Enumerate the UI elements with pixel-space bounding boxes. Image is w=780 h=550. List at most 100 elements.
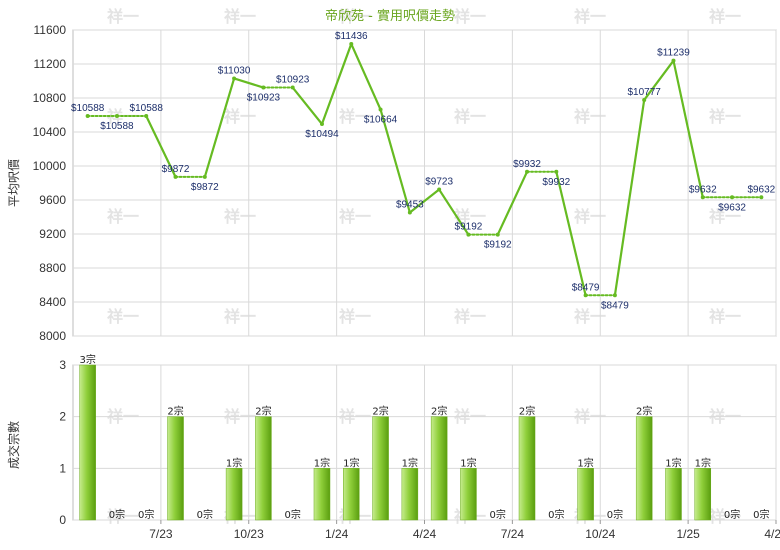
volume-bar [665, 468, 682, 521]
volume-data-label: 1宗 [226, 456, 242, 469]
volume-data-label: 0宗 [197, 508, 213, 521]
price-point [349, 41, 354, 46]
price-line-segment [408, 188, 441, 214]
price-point [173, 174, 178, 179]
volume-y-tick-label: 1 [59, 461, 66, 475]
watermark-text: 祥一 [574, 7, 606, 26]
volume-y-tick-label: 2 [59, 410, 66, 424]
price-point [466, 232, 471, 237]
volume-data-label: 1宗 [402, 456, 418, 469]
volume-bar [225, 468, 243, 521]
price-point [642, 97, 647, 102]
volume-bars [79, 364, 712, 521]
price-point [671, 58, 676, 63]
volume-bar [79, 364, 96, 521]
price-line-segment [496, 170, 529, 236]
price-series [86, 42, 763, 297]
volume-data-label: 0宗 [109, 508, 125, 521]
price-y-tick-label: 9600 [39, 193, 66, 207]
price-y-tick-label: 8000 [39, 329, 66, 343]
volume-data-label: 3宗 [79, 353, 95, 366]
volume-y-axis-label: 成交宗數 [6, 421, 21, 469]
price-y-tick-label: 8400 [39, 295, 66, 309]
volume-bar [430, 416, 448, 521]
volume-bar [518, 416, 536, 521]
price-point [114, 114, 119, 119]
volume-data-label: 0宗 [607, 508, 623, 521]
price-line-segment [555, 170, 587, 297]
watermark-text: 祥一 [454, 7, 486, 26]
volume-data-label: 1宗 [695, 456, 711, 469]
volume-data-label: 0宗 [138, 508, 154, 521]
volume-bar [694, 468, 712, 521]
price-point [554, 169, 559, 174]
watermark-text: 祥一 [709, 507, 741, 526]
watermark-text: 祥一 [339, 307, 371, 326]
volume-data-label: 2宗 [167, 405, 183, 418]
price-data-label: $11030 [218, 65, 251, 76]
volume-data-label: 1宗 [577, 456, 593, 469]
price-data-label: $10494 [305, 129, 339, 140]
volume-y-tick-label: 3 [59, 358, 66, 372]
x-axis-ticks: 7/23 10/23 1/24 4/24 7/24 10/24 1/25 4/25 [149, 520, 780, 541]
volume-data-label: 2宗 [372, 405, 388, 418]
price-y-tick-label: 8800 [39, 261, 66, 275]
volume-data-label: 1宗 [460, 456, 476, 469]
price-data-label: $9192 [484, 240, 512, 251]
price-point [290, 85, 295, 90]
price-data-label: $11436 [335, 31, 368, 42]
volume-y-tick-label: 0 [59, 513, 66, 527]
price-line-segment [350, 42, 382, 111]
volume-data-label: 1宗 [314, 456, 330, 469]
watermark-text: 祥一 [339, 107, 371, 126]
watermark-text: 祥一 [107, 307, 139, 326]
price-points [85, 41, 764, 298]
volume-y-ticks: 0 1 2 3 [59, 358, 66, 527]
price-data-label: $9723 [425, 177, 453, 188]
watermark-text: 祥一 [107, 507, 139, 526]
watermark-text: 祥一 [107, 7, 139, 26]
price-data-label: $10923 [247, 93, 281, 104]
price-data-label: $10923 [276, 75, 310, 86]
price-data-label: $8479 [601, 300, 629, 311]
price-line-segment [145, 114, 177, 178]
price-y-tick-label: 10800 [33, 91, 67, 105]
watermark-text: 祥一 [224, 107, 256, 126]
volume-data-label: 0宗 [753, 508, 769, 521]
volume-data-label: 1宗 [665, 456, 681, 469]
price-data-label: $10588 [130, 103, 164, 114]
price-point [232, 76, 237, 81]
volume-bar [167, 416, 184, 521]
price-point [730, 195, 735, 200]
price-data-labels: $10588 $10588 $10588 $9872$9872 $11030 $10923… [71, 31, 776, 311]
price-point [85, 114, 90, 119]
price-line-segment [203, 77, 236, 178]
x-tick-label: 7/24 [501, 527, 525, 541]
price-y-axis-label: 平均呎價 [7, 159, 21, 207]
volume-bar [313, 468, 331, 521]
price-data-label: $10588 [100, 121, 134, 132]
watermark-text: 祥一 [574, 307, 606, 326]
volume-data-label: 0宗 [490, 508, 506, 521]
price-line-segment [438, 188, 470, 236]
price-y-tick-label: 9200 [39, 227, 66, 241]
price-point [525, 169, 530, 174]
watermark-text: 祥一 [709, 307, 741, 326]
watermark-text: 祥一 [574, 107, 606, 126]
price-y-ticks: 8000 8400 8800 9200 9600 10000 10400 10800 11200… [33, 23, 67, 343]
watermark-text: 祥一 [709, 7, 741, 26]
x-tick-label: 7/23 [149, 527, 173, 541]
volume-data-label: 1宗 [343, 456, 359, 469]
price-point [202, 174, 207, 179]
volume-data-label: 0宗 [548, 508, 564, 521]
volume-data-labels: 3宗 0宗 0宗 2宗 0宗 1宗 2宗 0宗 1宗 1宗 2宗 1宗 2宗 1宗 0宗 2宗 0宗 1宗 0宗 2宗… [79, 353, 769, 521]
price-data-label: $9932 [542, 177, 570, 188]
volume-data-label: 2宗 [519, 405, 535, 418]
watermark-text: 祥一 [339, 207, 371, 226]
x-tick-label: 1/25 [676, 527, 700, 541]
price-data-label: $11239 [657, 48, 690, 59]
price-point [378, 107, 383, 112]
price-point [583, 293, 588, 298]
watermark-text: 祥一 [454, 307, 486, 326]
volume-bar [577, 468, 594, 521]
